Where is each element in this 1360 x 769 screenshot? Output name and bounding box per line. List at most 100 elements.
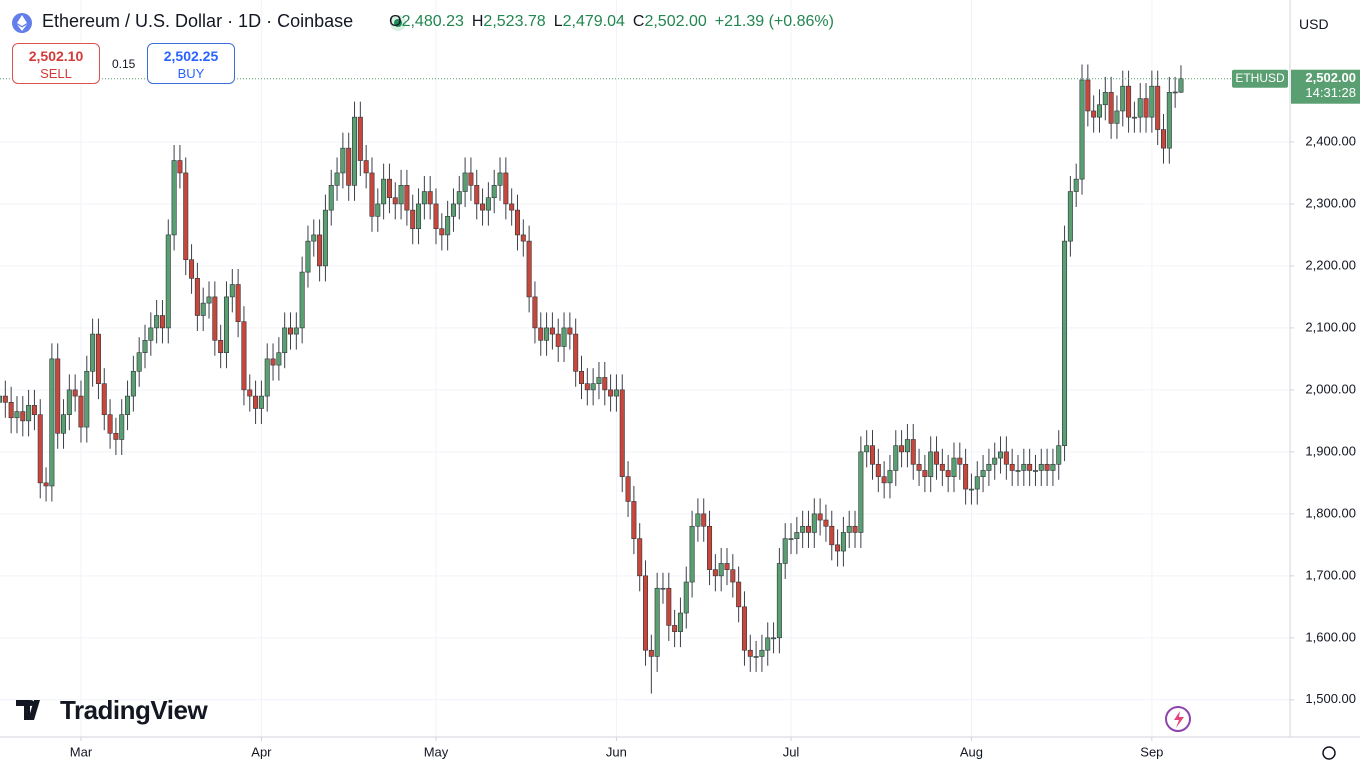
candle-body (1062, 240, 1068, 446)
candle-body (578, 370, 584, 384)
symbol-title[interactable]: Ethereum / U.S. Dollar · 1D · Coinbase (42, 11, 354, 31)
candle-body (218, 339, 224, 353)
candle-body (445, 216, 451, 236)
candle-body (928, 451, 934, 477)
candle-body (404, 185, 410, 211)
sell-label[interactable]: SELL (40, 66, 72, 81)
y-tick-label: 1,900.00 (1305, 443, 1356, 458)
candle-body (864, 445, 870, 453)
y-tick-label: 1,500.00 (1305, 691, 1356, 706)
candle-body (270, 358, 276, 366)
candle-body (177, 160, 183, 174)
candle-body (282, 327, 288, 353)
ohlc-label: L (553, 12, 563, 30)
candle-body (55, 358, 61, 434)
candle-body (1155, 85, 1161, 130)
ohlc-label: O (389, 12, 402, 30)
candle-body (421, 191, 427, 205)
candle-body (183, 172, 189, 261)
x-tick-label: Jun (606, 744, 627, 759)
candle-body (835, 544, 841, 552)
assistant-bolt[interactable] (1174, 711, 1184, 728)
candle-body (136, 352, 142, 372)
candle-body (148, 327, 154, 341)
candle-body (753, 656, 759, 658)
candle-body (724, 563, 730, 570)
candle-body (1178, 78, 1184, 93)
sell-button[interactable]: 2,502.10 SELL (12, 43, 100, 84)
axes: 1,500.00 1,600.00 1,700.00 1,800.00 1,900.00… (0, 69, 1360, 759)
candle-body (805, 525, 811, 533)
candle-body (1131, 116, 1137, 119)
candle-body (852, 525, 858, 533)
candle-body (712, 569, 718, 577)
candle-body (771, 637, 777, 640)
candle-body (171, 160, 177, 236)
candle-body (125, 395, 131, 415)
candle-body (1044, 463, 1050, 471)
ohlc-value: 2,480.23 (401, 12, 464, 30)
ohlc-label: H (471, 12, 484, 30)
candle-body (433, 203, 439, 230)
candle-body (200, 302, 206, 316)
candle-body (317, 234, 323, 267)
y-tick-label: 2,200.00 (1305, 257, 1356, 272)
candle-body (439, 228, 445, 236)
candle-body (450, 203, 456, 217)
ohlc-label: C (632, 12, 645, 30)
y-tick-label: 1,600.00 (1305, 629, 1356, 644)
candle-body (619, 389, 625, 477)
sell-price[interactable]: 2,502.10 (28, 48, 84, 64)
candle-body (811, 513, 817, 533)
candle-body (299, 271, 305, 329)
candle-body (416, 203, 422, 230)
x-tick-label: Apr (251, 744, 272, 759)
candle-body (20, 411, 26, 422)
candle-body (602, 377, 608, 391)
candle-body (287, 327, 293, 335)
ohlc-value: 2,502.00 (644, 12, 707, 30)
candle-body (1143, 98, 1149, 118)
candle-body (456, 191, 462, 205)
candle-body (1166, 92, 1172, 149)
candle-body (2, 395, 8, 403)
buy-button[interactable]: 2,502.25 BUY (147, 43, 235, 84)
candle-body (1126, 85, 1132, 118)
settings-icon[interactable] (1322, 746, 1336, 760)
candle-body (113, 432, 119, 440)
candle-body (264, 358, 270, 397)
candle-body (101, 383, 107, 415)
tv-logo-dot (28, 700, 34, 706)
assistant-icon[interactable] (1165, 706, 1191, 732)
candle-body (427, 191, 433, 205)
candle-body (747, 649, 753, 657)
candle-body (666, 587, 672, 626)
candle-body (235, 284, 241, 323)
candle-body (159, 315, 165, 329)
candle-body (375, 203, 381, 217)
candle-body (276, 352, 282, 366)
candle-body (1015, 470, 1021, 472)
candle-body (1102, 92, 1108, 106)
candle-body (689, 525, 695, 583)
candle-body (381, 178, 387, 205)
status-dot (394, 19, 402, 27)
eth-glyph (17, 15, 27, 31)
buy-price[interactable]: 2,502.25 (163, 48, 219, 64)
candle-body (1114, 110, 1120, 124)
candle-body (910, 439, 916, 465)
candle-body (1149, 85, 1155, 118)
candle-body (49, 358, 55, 487)
candle-body (573, 333, 579, 372)
y-tick-label: 2,400.00 (1305, 133, 1356, 148)
candle-body (963, 463, 969, 490)
candle-body (794, 532, 800, 539)
candle-body (241, 321, 247, 391)
currency-selector[interactable]: USD (1299, 16, 1329, 32)
candle-body (334, 172, 340, 186)
buy-label[interactable]: BUY (177, 66, 205, 81)
candle-body (782, 538, 788, 564)
candle-body (1021, 463, 1027, 471)
